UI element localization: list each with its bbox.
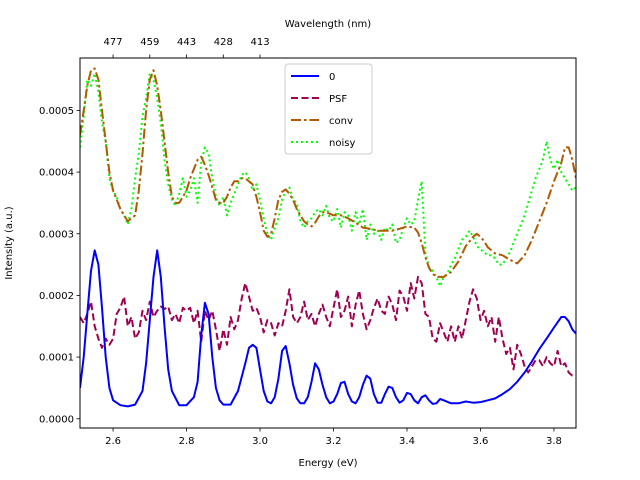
y-axis-label: Intensity (a.u.) [4, 206, 15, 279]
x-tick-label: 2.6 [105, 436, 121, 447]
legend-box [284, 63, 373, 155]
x-tick-label: 3.8 [546, 436, 562, 447]
legend-label: conv [329, 116, 353, 127]
top-tick-label: 459 [140, 37, 159, 48]
top-tick-label: 428 [214, 37, 233, 48]
y-axis: 0.0000 0.0001 0.0002 0.0003 0.0004 0.0005 [39, 106, 80, 425]
x-tick-label: 3.2 [326, 436, 342, 447]
top-x-axis-label: Wavelength (nm) [285, 19, 371, 30]
plot-frame [79, 57, 577, 429]
y-tick-label: 0.0005 [39, 106, 74, 117]
x-axis-label: Energy (eV) [299, 458, 358, 469]
legend: 0 PSF conv noisy [284, 63, 373, 155]
y-tick-label: 0.0001 [39, 353, 74, 364]
top-tick-label: 413 [250, 37, 269, 48]
legend-label: PSF [329, 94, 347, 105]
y-tick-label: 0.0004 [39, 168, 74, 179]
legend-label: noisy [329, 138, 355, 149]
x-tick-label: 2.8 [179, 436, 195, 447]
series-line-conv [80, 67, 576, 278]
series-line-0 [80, 249, 576, 408]
x-tick-label: 3.0 [252, 436, 268, 447]
top-tick-label: 477 [104, 37, 123, 48]
bottom-x-axis: 2.6 2.8 3.0 3.2 3.4 3.6 3.8 [105, 428, 562, 447]
plot-series-layer [80, 67, 576, 408]
top-x-axis: 477 459 443 428 413 [104, 37, 270, 58]
x-tick-label: 3.6 [473, 436, 489, 447]
legend-label: 0 [329, 72, 335, 83]
y-tick-label: 0.0002 [39, 291, 74, 302]
x-tick-label: 3.4 [399, 436, 415, 447]
top-tick-label: 443 [177, 37, 196, 48]
y-tick-label: 0.0003 [39, 229, 74, 240]
y-tick-label: 0.0000 [39, 414, 74, 425]
